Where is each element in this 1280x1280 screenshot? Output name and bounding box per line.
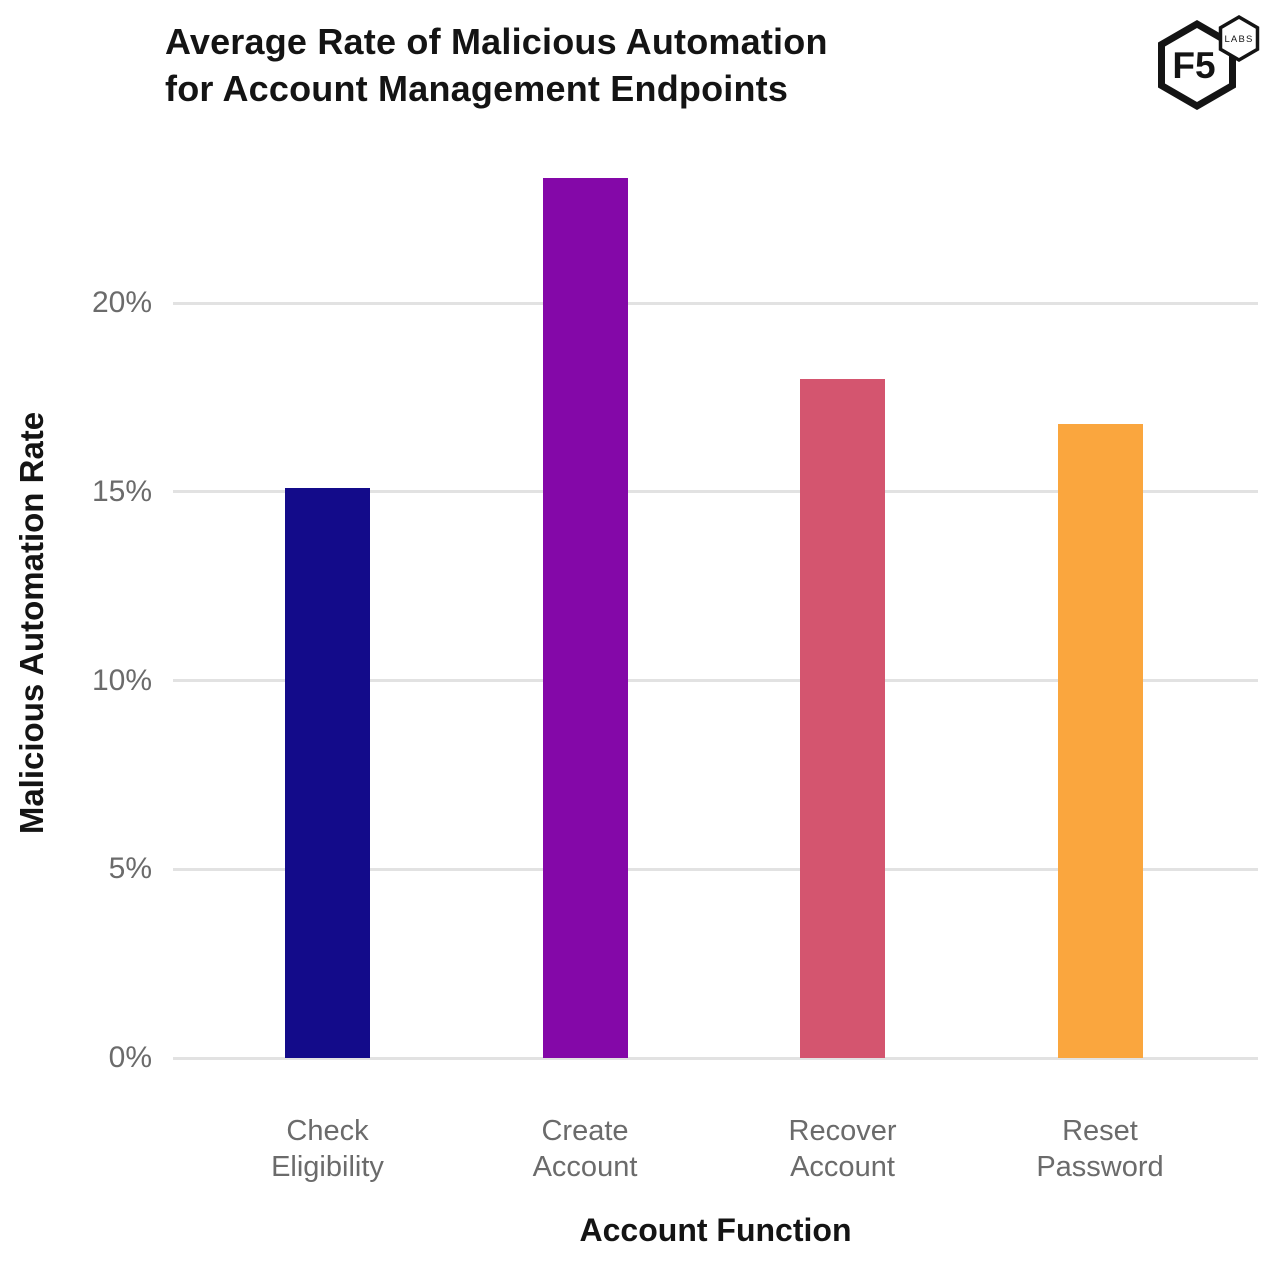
x-tick-label-recover-account: Recover Account [788,1115,897,1183]
y-tick-label-15pct: 15% [91,474,152,508]
chart-title: Average Rate of Malicious Automation for… [165,18,828,112]
bar-reset-password [1057,423,1143,1058]
gridline-15pct [173,490,1258,494]
chart-title-line-1: Average Rate of Malicious Automation [165,21,828,62]
f5-labs-logo: F5 LABS [1158,14,1260,110]
bar-check-eligibility [285,487,370,1058]
y-tick-label-5pct: 5% [108,852,152,886]
x-axis-title: Account Function [579,1212,852,1248]
gridline-0pct [173,1056,1258,1060]
y-tick-label-10pct: 10% [91,663,152,697]
gridline-20pct [173,301,1258,305]
y-tick-label-20pct: 20% [91,286,152,319]
bar-recover-account [800,378,885,1058]
x-tick-label-create-account: Create Account [532,1115,638,1183]
gridline-5pct [173,867,1258,871]
y-tick-label-0pct: 0% [108,1041,152,1074]
x-tick-label-check-eligibility: Check Eligibility [271,1115,384,1183]
chart-title-line-2: for Account Management Endpoints [165,68,789,109]
f5-logo-text: F5 [1172,45,1215,86]
x-tick-label-reset-password: Reset Password [1036,1115,1164,1183]
labs-hexagon-icon [1218,14,1260,63]
gridline-10pct [173,679,1258,682]
plot-area: Check Eligibility Create Account Recover Acco… [173,140,1258,1183]
bar-create-account [542,178,628,1058]
labs-logo-text: LABS [1224,34,1253,45]
